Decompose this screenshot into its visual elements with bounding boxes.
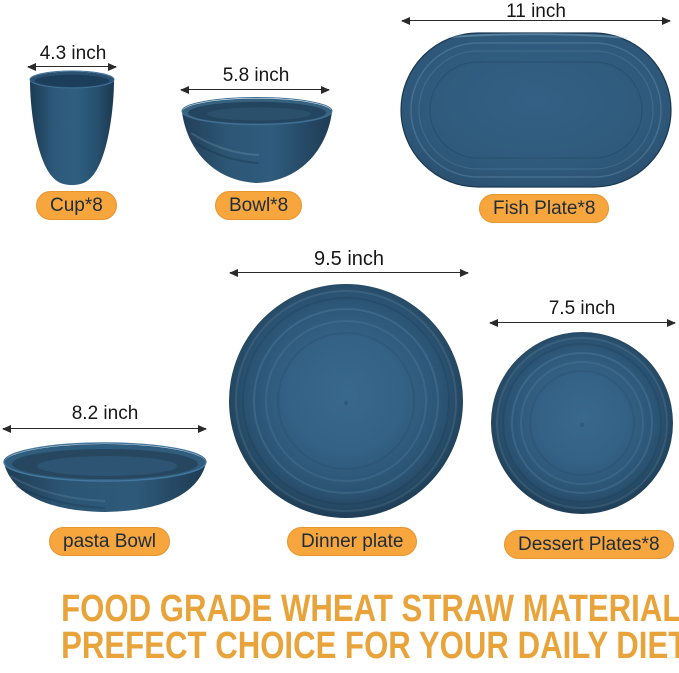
dinner-plate-size-label: 9.5 inch xyxy=(313,248,385,270)
bowl-product-image xyxy=(181,97,333,183)
dinner-plate-product-image xyxy=(229,284,463,518)
dessert-plates-dimension-arrow xyxy=(489,318,676,327)
cup-name-badge: Cup*8 xyxy=(36,191,117,220)
pasta-bowl-size-label: 8.2 inch xyxy=(71,403,139,424)
dinner-plate-dimension-arrow xyxy=(229,268,469,277)
bowl-dimension-arrow xyxy=(180,85,330,94)
fish-plate-dimension-arrow xyxy=(401,16,671,25)
pasta-bowl-product-image xyxy=(3,442,207,512)
dessert-plates-size-label: 7.5 inch xyxy=(548,298,616,319)
dessert-plate-product-image xyxy=(491,332,673,514)
cup-product-image xyxy=(29,70,115,185)
cup-size-label: 4.3 inch xyxy=(39,43,107,64)
pasta-bowl-dimension-arrow xyxy=(2,424,207,433)
dessert-plates-name-badge: Dessert Plates*8 xyxy=(504,530,674,559)
fish-plate-name-badge: Fish Plate*8 xyxy=(479,194,610,223)
cup-dimension-arrow xyxy=(27,62,117,71)
bowl-size-label: 5.8 inch xyxy=(222,65,290,86)
fish-plate-product-image xyxy=(400,32,672,188)
fish-plate-size-label: 11 inch xyxy=(506,1,566,22)
bowl-name-badge: Bowl*8 xyxy=(215,191,303,220)
footer-line-1: FOOD GRADE WHEAT STRAW MATERIAL xyxy=(61,588,679,630)
footer-line-2: PREFECT CHOICE FOR YOUR DAILY DIET xyxy=(61,625,679,667)
pasta-bowl-name-badge: pasta Bowl xyxy=(49,527,170,556)
dinner-plate-name-badge: Dinner plate xyxy=(287,527,418,556)
footer-tagline: FOOD GRADE WHEAT STRAW MATERIAL PREFECT … xyxy=(0,588,679,667)
